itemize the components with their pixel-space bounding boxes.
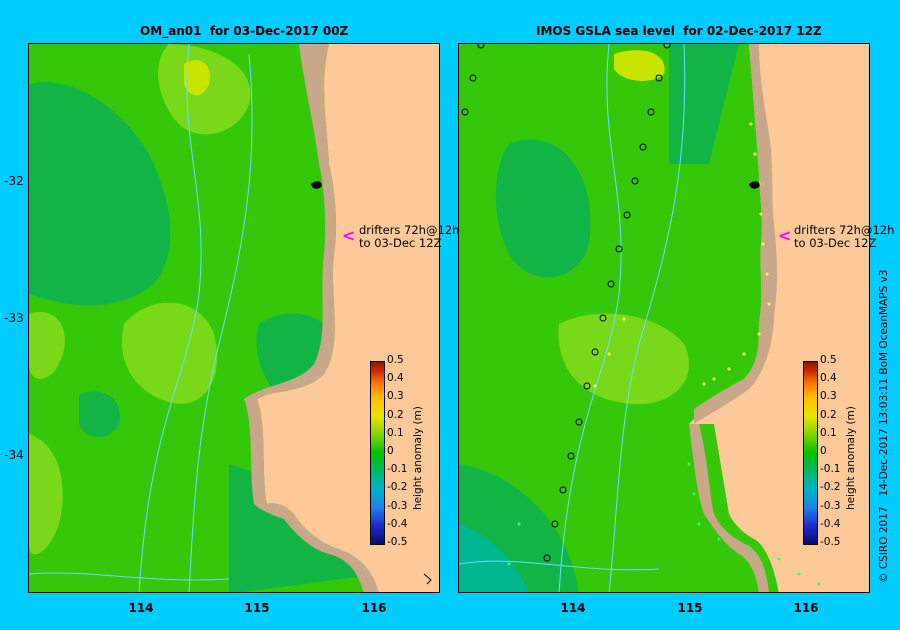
left-colorbar-tick: 0.1 (387, 426, 404, 439)
right-colorbar-tick: 0.5 (820, 354, 837, 366)
right-colorbar-tick: -0.5 (820, 536, 841, 548)
lat-label-32: -32 (4, 174, 24, 188)
left-colorbar-tick: -0.1 (387, 463, 408, 476)
right-map (458, 43, 870, 593)
credit-text: © CSIRO 2017 14-Dec-2017 13:03:11 BoM Oc… (878, 269, 890, 583)
lat-label-34: -34 (4, 448, 24, 462)
right-map-field (459, 44, 869, 592)
left-colorbar-tick: 0.2 (387, 408, 404, 421)
right-colorbar-tick: 0.3 (820, 390, 837, 403)
left-colorbar (370, 361, 385, 545)
left-lon-label-116: 116 (361, 601, 387, 615)
left-map (28, 43, 440, 593)
left-colorbar-title: height anomaly (m) (412, 406, 424, 510)
right-lon-label-116: 116 (793, 601, 819, 615)
left-map-field (29, 44, 439, 592)
right-drifter-label-2: to 03-Dec 12Z (794, 236, 877, 250)
right-drifter-arrow: < (778, 226, 792, 245)
left-colorbar-tick: -0.5 (387, 536, 408, 548)
right-lon-label-115: 115 (677, 601, 703, 615)
right-lon-label-114: 114 (560, 601, 586, 615)
left-lon-label-115: 115 (244, 601, 270, 615)
right-colorbar-tick: 0 (820, 445, 827, 457)
right-colorbar-tick: 0.2 (820, 408, 837, 421)
lat-label-33: -33 (4, 311, 24, 325)
left-colorbar-tick: -0.3 (387, 499, 408, 512)
right-colorbar-tick: 0.4 (820, 372, 837, 385)
left-colorbar-tick: 0.4 (387, 372, 404, 385)
left-lon-label-114: 114 (128, 601, 154, 615)
left-colorbar-tick: -0.2 (387, 481, 408, 494)
left-drifter-arrow: < (342, 226, 356, 245)
right-colorbar (803, 361, 818, 545)
left-colorbar-tick: -0.4 (387, 517, 408, 530)
left-colorbar-tick: 0.5 (387, 354, 404, 366)
right-colorbar-tick: -0.3 (820, 499, 841, 512)
right-colorbar-title: height anomaly (m) (845, 406, 857, 510)
right-colorbar-tick: -0.4 (820, 517, 841, 530)
left-panel-title: OM_an01 for 03-Dec-2017 00Z (140, 24, 349, 38)
right-panel-title: IMOS GSLA sea level for 02-Dec-2017 12Z (536, 24, 822, 38)
left-colorbar-tick: 0 (387, 445, 394, 457)
right-colorbar-tick: 0.1 (820, 426, 837, 439)
left-drifter-label-1: drifters 72h@12h (359, 223, 460, 237)
left-colorbar-tick: 0.3 (387, 390, 404, 403)
right-colorbar-tick: -0.2 (820, 481, 841, 494)
left-drifter-label-2: to 03-Dec 12Z (359, 236, 442, 250)
right-colorbar-tick: -0.1 (820, 463, 841, 476)
right-drifter-label-1: drifters 72h@12h (794, 223, 895, 237)
